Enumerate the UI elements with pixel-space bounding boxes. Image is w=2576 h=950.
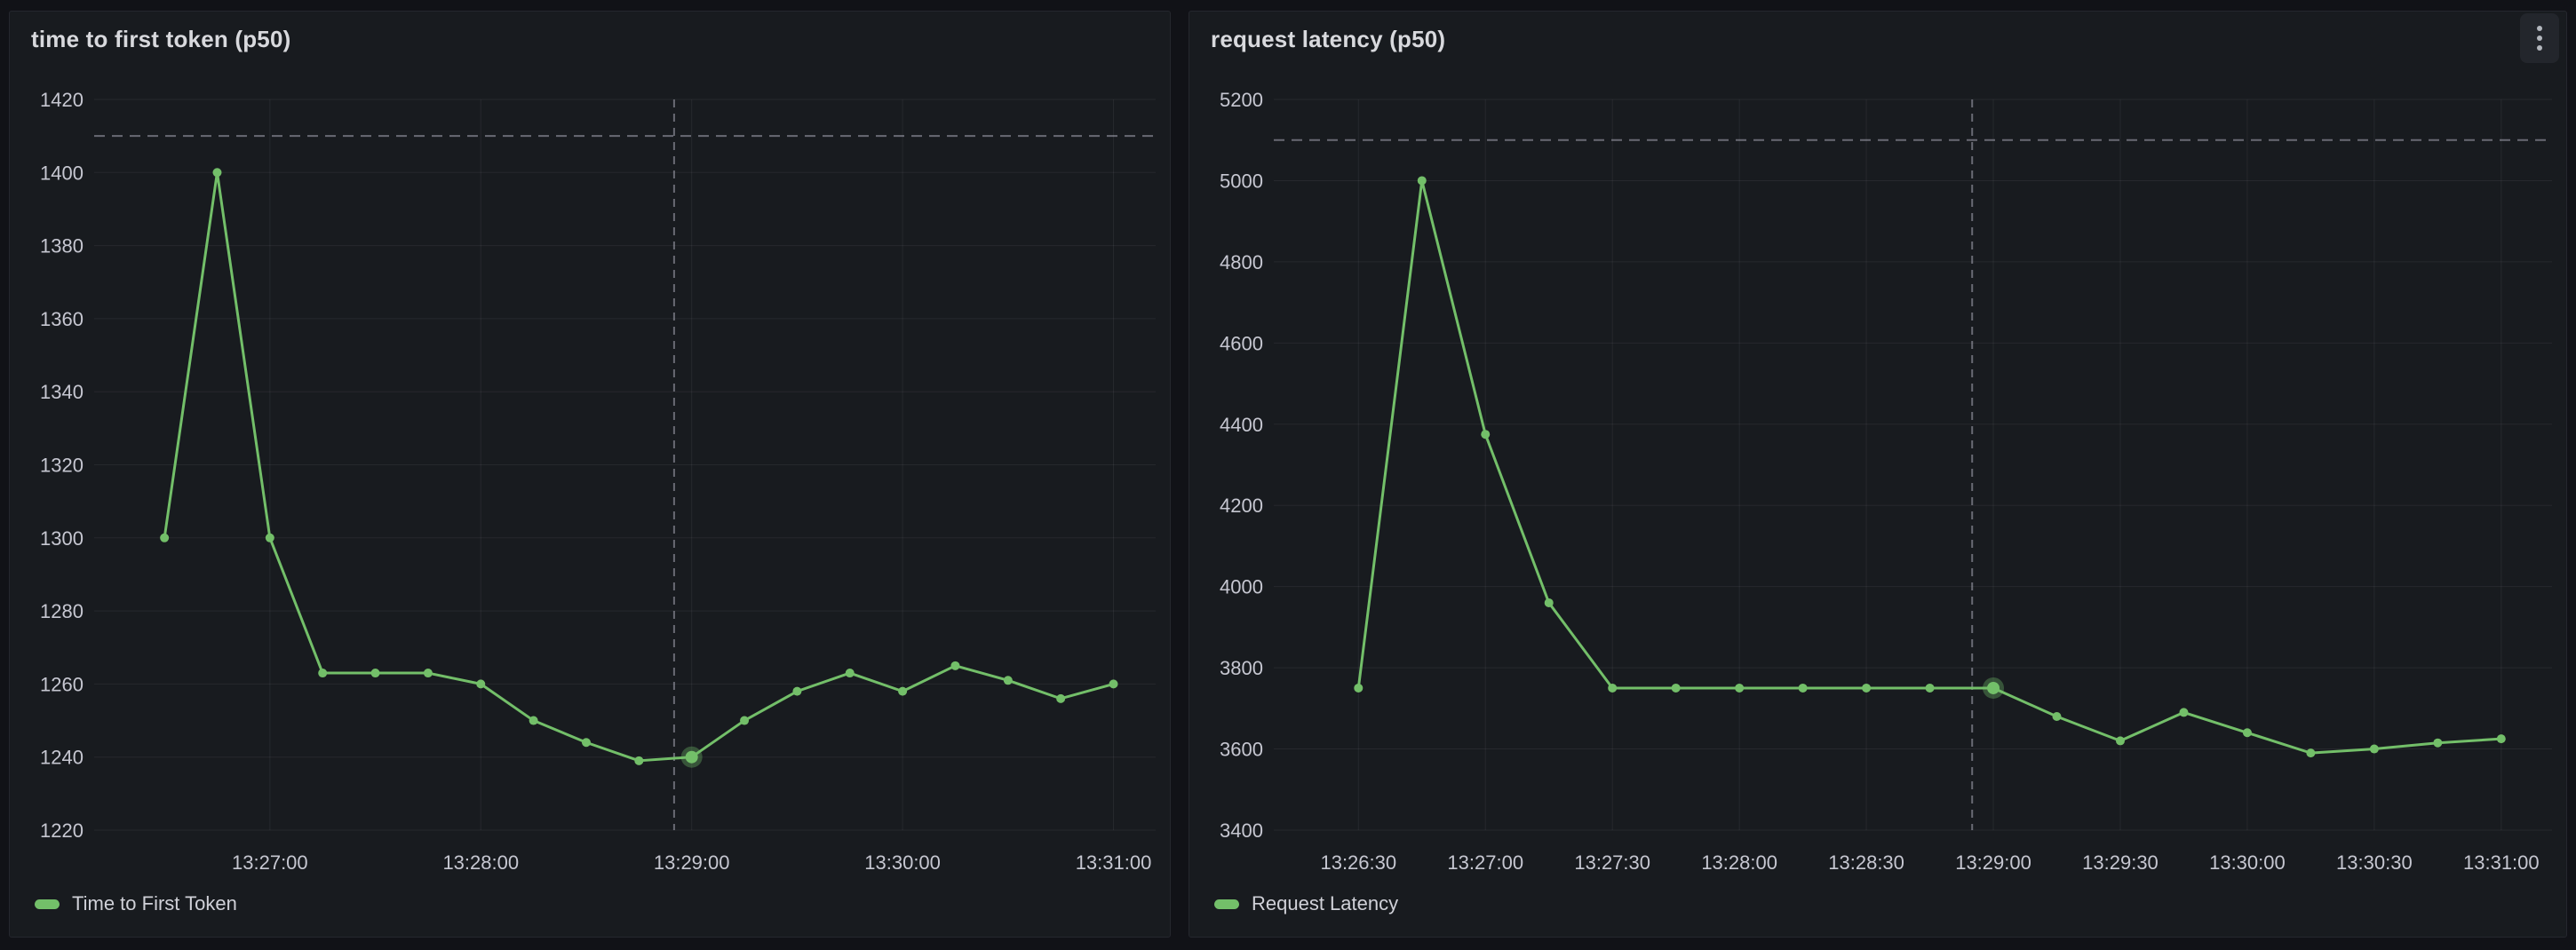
- x-axis-tick-label: 13:29:00: [1955, 851, 2031, 874]
- legend-label: Request Latency: [1252, 892, 1399, 914]
- data-point[interactable]: [2052, 711, 2062, 721]
- x-axis-tick-label: 13:27:00: [1447, 851, 1523, 874]
- panel-request-latency: request latency (p50) 5200 5000 4800 4600 44…: [1189, 11, 2567, 938]
- x-axis-tick-label: 13:28:00: [1701, 851, 1777, 874]
- y-axis-tick-label: 1380: [40, 235, 83, 257]
- y-axis-tick-label: 3800: [1220, 657, 1263, 679]
- y-axis-tick-label: 4200: [1220, 495, 1263, 517]
- data-point[interactable]: [1925, 683, 1935, 693]
- x-axis-tick-label: 13:28:30: [1828, 851, 1904, 874]
- y-axis-tick-label: 3600: [1220, 739, 1263, 761]
- series-line: [1356, 178, 2503, 755]
- data-point[interactable]: [1056, 693, 1066, 703]
- data-point[interactable]: [1417, 176, 1427, 186]
- x-axis-tick-label: 13:27:00: [232, 851, 308, 874]
- data-point[interactable]: [1608, 683, 1618, 693]
- y-axis-tick-label: 1320: [40, 455, 83, 477]
- panel-title[interactable]: request latency (p50): [1211, 26, 1446, 52]
- y-axis-tick-label: 1420: [40, 89, 83, 111]
- data-point[interactable]: [845, 669, 855, 678]
- time-series-chart[interactable]: 5200 5000 4800 4600 4400 4200 4000 3800 3600 3400…: [1189, 12, 2566, 937]
- x-axis-tick-label: 13:28:00: [442, 851, 519, 874]
- series-color-swatch-icon: [1214, 899, 1239, 909]
- data-point[interactable]: [1735, 683, 1745, 693]
- panel-menu-button[interactable]: [2520, 13, 2559, 63]
- data-point[interactable]: [2306, 748, 2316, 758]
- x-axis-tick-label: 13:27:30: [1574, 851, 1650, 874]
- x-axis-tick-label: 13:30:30: [2336, 851, 2413, 874]
- data-point[interactable]: [2369, 744, 2379, 754]
- x-axis-tick-label: 13:26:30: [1320, 851, 1396, 874]
- gridlines: 5200 5000 4800 4600 4400 4200 4000 3800 3600 3400…: [1220, 89, 2552, 874]
- data-point[interactable]: [1544, 598, 1554, 607]
- data-point[interactable]: [2179, 708, 2189, 717]
- data-point[interactable]: [1671, 683, 1681, 693]
- data-point[interactable]: [634, 756, 644, 765]
- y-axis-tick-label: 4400: [1220, 414, 1263, 436]
- panel-title[interactable]: time to first token (p50): [31, 26, 291, 52]
- y-axis-tick-label: 1300: [40, 527, 83, 550]
- data-point[interactable]: [423, 669, 433, 678]
- data-point[interactable]: [740, 716, 750, 725]
- y-axis-tick-label: 5000: [1220, 170, 1263, 192]
- data-point[interactable]: [212, 168, 222, 178]
- data-point[interactable]: [2242, 728, 2252, 738]
- y-axis-tick-label: 1360: [40, 308, 83, 330]
- data-point[interactable]: [265, 533, 274, 542]
- data-point[interactable]: [160, 533, 170, 542]
- y-axis-tick-label: 1280: [40, 600, 83, 622]
- y-axis-tick-label: 5200: [1220, 89, 1263, 111]
- y-axis-tick-label: 1220: [40, 819, 83, 842]
- data-point[interactable]: [1354, 683, 1364, 693]
- y-axis-tick-label: 1260: [40, 673, 83, 695]
- data-point[interactable]: [1481, 430, 1491, 439]
- data-point[interactable]: [2433, 738, 2443, 748]
- data-point[interactable]: [2496, 734, 2506, 744]
- legend-item[interactable]: Request Latency: [1214, 892, 1398, 915]
- x-axis-tick-label: 13:30:00: [2209, 851, 2286, 874]
- y-axis-tick-label: 4800: [1220, 251, 1263, 273]
- data-point[interactable]: [581, 738, 591, 748]
- data-point[interactable]: [1798, 683, 1808, 693]
- data-point[interactable]: [1003, 676, 1013, 685]
- data-point[interactable]: [318, 669, 328, 678]
- data-point[interactable]: [1862, 683, 1872, 693]
- data-point[interactable]: [370, 669, 380, 678]
- gridlines: 1420 1400 1380 1360 1340 1320 1300 1280 1260 1240…: [40, 89, 1156, 874]
- kebab-icon: [2537, 26, 2542, 51]
- time-series-chart[interactable]: 1420 1400 1380 1360 1340 1320 1300 1280 1260 1240…: [10, 12, 1170, 937]
- data-point[interactable]: [529, 716, 538, 725]
- y-axis-tick-label: 3400: [1220, 819, 1263, 842]
- hovered-data-point[interactable]: [1987, 681, 2000, 694]
- x-axis-tick-label: 13:29:00: [654, 851, 730, 874]
- data-point[interactable]: [792, 686, 802, 696]
- data-point[interactable]: [2115, 736, 2125, 746]
- data-point[interactable]: [950, 661, 960, 670]
- data-point[interactable]: [476, 679, 486, 689]
- y-axis-tick-label: 4600: [1220, 332, 1263, 354]
- x-axis-tick-label: 13:30:00: [864, 851, 941, 874]
- panel-time-to-first-token: time to first token (p50) 1420 1400 1380 13…: [9, 11, 1171, 938]
- series-line: [163, 170, 1116, 763]
- y-axis-tick-label: 1400: [40, 162, 83, 184]
- legend-item[interactable]: Time to First Token: [35, 892, 237, 915]
- hovered-data-point[interactable]: [685, 750, 698, 764]
- y-axis-tick-label: 1340: [40, 381, 83, 403]
- x-axis-tick-label: 13:29:30: [2082, 851, 2159, 874]
- data-point[interactable]: [898, 686, 908, 696]
- series-color-swatch-icon: [35, 899, 60, 909]
- y-axis-tick-label: 1240: [40, 747, 83, 769]
- x-axis-tick-label: 13:31:00: [2463, 851, 2540, 874]
- legend-label: Time to First Token: [72, 892, 237, 914]
- y-axis-tick-label: 4000: [1220, 576, 1263, 598]
- data-point[interactable]: [1109, 679, 1118, 689]
- x-axis-tick-label: 13:31:00: [1076, 851, 1152, 874]
